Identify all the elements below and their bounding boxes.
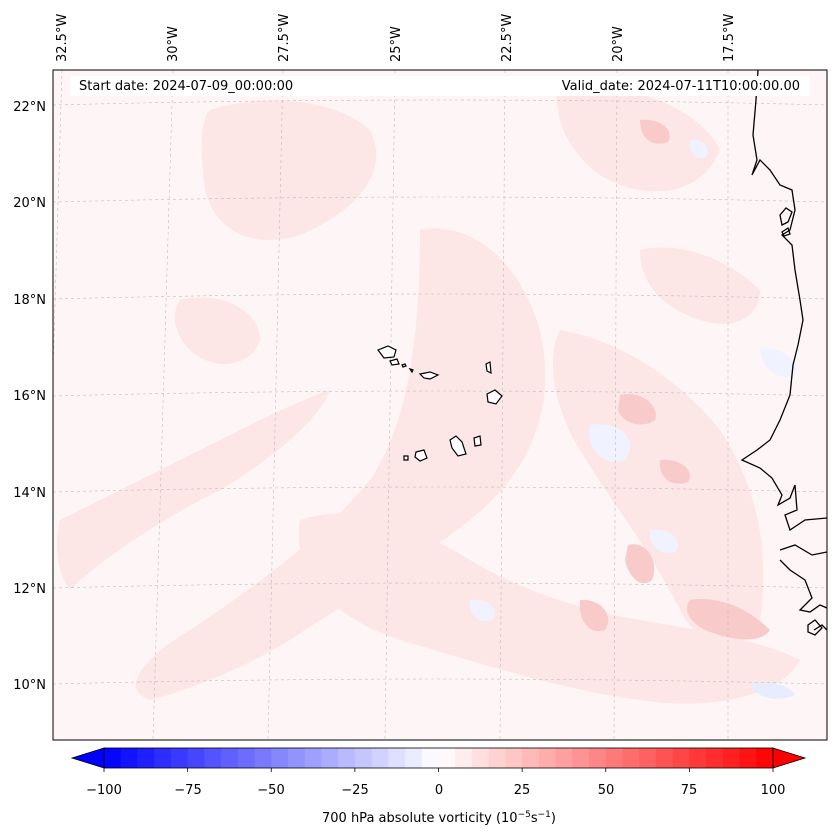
colorbar-bin — [338, 748, 356, 768]
colorbar-bin — [639, 748, 657, 768]
colorbar-bin — [237, 748, 256, 768]
colorbar-ticks — [103, 768, 774, 772]
colorbar-bin — [722, 748, 741, 768]
colorbar-tick-label: 75 — [681, 783, 698, 798]
colorbar-tick-label: 50 — [598, 783, 615, 798]
lat-label-14n: 14°N — [13, 486, 46, 501]
lon-label-22-5w: 22.5°W — [500, 14, 515, 62]
colorbar-bin — [589, 748, 607, 768]
colorbar-bin — [154, 748, 172, 768]
colorbar-tick-label: −75 — [174, 783, 201, 798]
colorbar-bin — [354, 748, 373, 768]
colorbar-label-mid: s — [531, 811, 538, 826]
colorbar-bin — [522, 748, 540, 768]
colorbar-label-prefix: 700 hPa absolute vorticity (10 — [322, 811, 518, 826]
colorbar-bin — [505, 748, 523, 768]
lat-label-20n: 20°N — [13, 196, 46, 211]
colorbar-bin — [304, 748, 322, 768]
date-header-strip — [70, 76, 810, 96]
colorbar: −100 −75 −50 −25 0 25 50 75 100 700 hPa … — [70, 747, 807, 826]
colorbar-bin — [371, 748, 389, 768]
lon-label-20w: 20°W — [611, 26, 626, 62]
colorbar-bin — [488, 748, 506, 768]
lat-label-10n: 10°N — [13, 678, 46, 693]
colorbar-bins — [104, 748, 774, 768]
colorbar-bin — [104, 748, 122, 768]
map-gridlines — [53, 70, 827, 740]
lat-label-22n: 22°N — [13, 100, 46, 115]
colorbar-label-suffix: ) — [551, 811, 556, 826]
lat-label-18n: 18°N — [13, 293, 46, 308]
valid-date-label: Valid_date: 2024-07-11T10:00:00.00 — [562, 79, 800, 94]
colorbar-tick-label: −50 — [257, 783, 284, 798]
colorbar-bin — [421, 748, 439, 768]
lon-label-32-5w: 32.5°W — [55, 14, 70, 62]
lat-label-16n: 16°N — [13, 389, 46, 404]
colorbar-bin — [471, 748, 490, 768]
colorbar-bin — [187, 748, 205, 768]
colorbar-bin — [655, 748, 674, 768]
africa-coastline — [740, 70, 827, 532]
start-date-label: Start date: 2024-07-09_00:00:00 — [79, 79, 293, 94]
lon-label-27-5w: 27.5°W — [277, 14, 292, 62]
colorbar-bin — [739, 748, 757, 768]
colorbar-tick-label: 25 — [514, 783, 531, 798]
colorbar-bin — [756, 748, 774, 768]
colorbar-extend-max — [772, 747, 807, 769]
colorbar-bin — [689, 748, 707, 768]
lon-label-17-5w: 17.5°W — [722, 14, 737, 62]
colorbar-tick-label: 0 — [435, 783, 443, 798]
colorbar-bin — [287, 748, 306, 768]
lat-label-12n: 12°N — [13, 582, 46, 597]
colorbar-bin — [672, 748, 690, 768]
colorbar-label-exp2: −1 — [538, 810, 551, 820]
colorbar-bin — [254, 748, 272, 768]
colorbar-bin — [706, 748, 724, 768]
colorbar-bin — [455, 748, 473, 768]
lon-label-25w: 25°W — [389, 26, 404, 62]
colorbar-bin — [120, 748, 138, 768]
colorbar-bin — [170, 748, 189, 768]
map-frame — [52, 69, 828, 741]
colorbar-label: 700 hPa absolute vorticity (10−5s−1) — [322, 810, 556, 826]
colorbar-bin — [622, 748, 640, 768]
coastline — [740, 70, 827, 636]
colorbar-bin — [271, 748, 289, 768]
colorbar-label-exp1: −5 — [518, 810, 531, 820]
colorbar-bin — [605, 748, 623, 768]
colorbar-tick-label: −100 — [86, 783, 122, 798]
colorbar-bin — [388, 748, 406, 768]
lon-label-30w: 30°W — [166, 26, 181, 62]
colorbar-bin — [137, 748, 155, 768]
colorbar-bin — [538, 748, 557, 768]
colorbar-bin — [438, 748, 456, 768]
vorticity-field — [53, 70, 827, 740]
colorbar-bin — [405, 748, 423, 768]
colorbar-bin — [321, 748, 339, 768]
colorbar-bin — [572, 748, 590, 768]
colorbar-bin — [204, 748, 222, 768]
colorbar-extend-min — [70, 747, 105, 769]
colorbar-tick-label: −25 — [341, 783, 368, 798]
cape-verde-islands — [377, 345, 503, 462]
colorbar-bin — [555, 748, 573, 768]
colorbar-bin — [221, 748, 239, 768]
colorbar-tick-label: 100 — [761, 783, 786, 798]
